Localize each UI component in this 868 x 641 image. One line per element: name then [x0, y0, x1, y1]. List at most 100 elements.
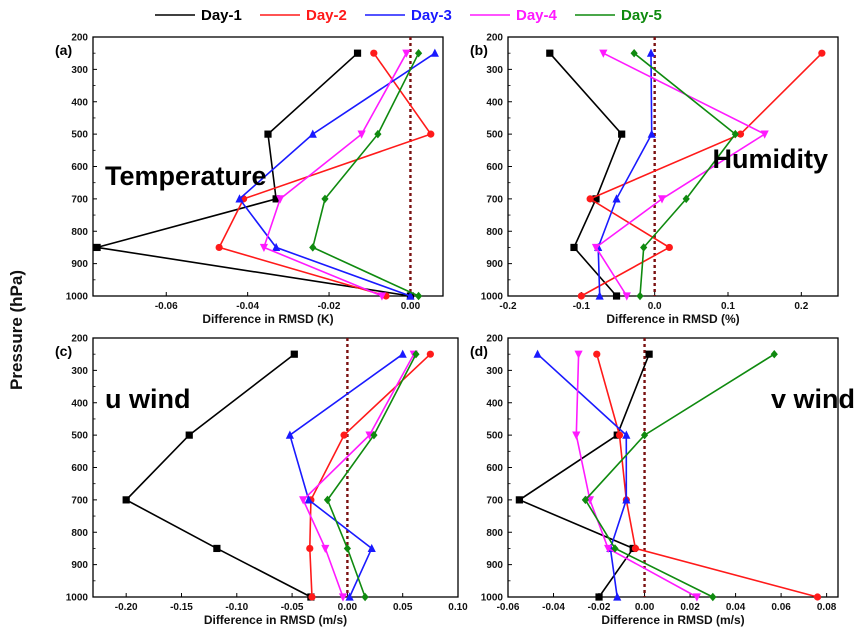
- y-tick-label: 200: [71, 33, 88, 44]
- x-tick-label: 0.00: [338, 602, 358, 613]
- x-tick-label: 0.05: [393, 602, 413, 613]
- y-tick-label: 700: [71, 495, 88, 506]
- x-tick-label: -0.2: [499, 301, 517, 312]
- data-point: [574, 350, 583, 359]
- data-point: [515, 496, 523, 504]
- series-day-4: [591, 49, 769, 301]
- data-point: [426, 350, 434, 358]
- data-point: [338, 593, 348, 602]
- series-line: [549, 52, 623, 297]
- y-tick-label: 200: [71, 334, 88, 345]
- data-point: [304, 495, 313, 504]
- data-point: [367, 543, 376, 553]
- data-point: [361, 592, 369, 602]
- y-tick-label: 600: [486, 463, 503, 474]
- x-tick-label: -0.10: [225, 602, 248, 613]
- panel-annotation: v wind: [771, 384, 855, 414]
- data-point: [377, 292, 387, 301]
- panel-label: (a): [55, 42, 72, 58]
- data-point: [760, 130, 769, 139]
- data-point: [353, 49, 362, 57]
- x-tick-label: 0.00: [635, 602, 655, 613]
- x-tick-label: 0.06: [771, 602, 791, 613]
- y-tick-label: 900: [486, 560, 503, 571]
- data-point: [613, 592, 622, 601]
- series-day-2: [577, 49, 826, 300]
- panel-annotation: Temperature: [105, 161, 267, 191]
- data-point: [647, 129, 656, 138]
- x-tick-label: -0.15: [170, 602, 193, 613]
- data-point: [398, 349, 407, 358]
- y-tick-label: 300: [71, 65, 88, 76]
- data-point: [414, 291, 423, 301]
- data-point: [308, 129, 317, 138]
- data-point: [595, 291, 604, 300]
- panel-a: 200 300 400 500 600 700 800 900 1000 -0.06 -0.04 -0…: [55, 33, 444, 326]
- data-point: [264, 130, 272, 138]
- x-tick-label: -0.20: [115, 602, 138, 613]
- data-point: [272, 195, 280, 203]
- data-point: [665, 243, 673, 252]
- data-point: [414, 48, 423, 58]
- data-point: [299, 496, 308, 505]
- data-point: [308, 593, 316, 601]
- data-point: [290, 350, 298, 358]
- data-point: [577, 292, 585, 300]
- y-tick-label: 1000: [66, 593, 89, 604]
- y-tick-label: 300: [486, 366, 503, 377]
- panel-annotation: u wind: [105, 384, 190, 414]
- data-point: [645, 350, 653, 358]
- y-tick-label: 600: [71, 162, 88, 173]
- y-tick-label: 400: [71, 398, 88, 409]
- series-day-1: [546, 49, 626, 300]
- data-point: [636, 291, 644, 301]
- legend-item-day-2: Day-2: [260, 7, 347, 24]
- data-point: [285, 430, 294, 439]
- legend-item-day-1: Day-1: [155, 7, 242, 24]
- y-tick-label: 500: [486, 130, 503, 141]
- y-tick-label: 1000: [481, 292, 504, 303]
- legend-item-day-5: Day-5: [575, 7, 662, 24]
- series-line: [262, 52, 408, 297]
- y-tick-label: 900: [71, 560, 88, 571]
- legend-label: Day-2: [306, 7, 347, 24]
- data-point: [427, 130, 435, 138]
- data-point: [374, 129, 382, 139]
- data-point: [345, 592, 354, 601]
- data-point: [533, 349, 542, 358]
- y-tick-label: 700: [486, 495, 503, 506]
- y-axis-main-label: Pressure (hPa): [7, 270, 26, 390]
- data-point: [215, 243, 223, 252]
- series-day-4: [572, 350, 701, 602]
- series-day-4: [299, 350, 418, 602]
- series-line: [326, 353, 417, 598]
- x-tick-label: 0.2: [794, 301, 808, 312]
- data-point: [622, 495, 631, 504]
- y-tick-label: 500: [71, 431, 88, 442]
- panel-d: 200 300 400 500 600 700 800 900 1000-0.06 -0.04 -0…: [470, 334, 855, 628]
- data-point: [357, 130, 366, 139]
- y-tick-label: 300: [71, 366, 88, 377]
- data-point: [272, 242, 281, 252]
- data-point: [546, 49, 554, 57]
- legend-label: Day-1: [201, 7, 242, 24]
- data-point: [682, 194, 690, 204]
- legend-label: Day-4: [516, 7, 558, 24]
- data-point: [813, 593, 822, 601]
- y-tick-label: 900: [71, 259, 88, 270]
- x-tick-label: 0.00: [401, 301, 421, 312]
- series-day-2: [215, 49, 435, 300]
- y-tick-label: 400: [71, 97, 88, 108]
- data-point: [93, 243, 101, 252]
- legend-label: Day-3: [411, 7, 452, 24]
- y-tick-label: 500: [71, 130, 88, 141]
- data-point: [412, 349, 420, 359]
- series-line: [311, 52, 420, 297]
- data-point: [402, 49, 411, 58]
- y-tick-label: 300: [486, 65, 503, 76]
- data-point: [370, 430, 378, 440]
- series-day-5: [630, 48, 739, 301]
- y-tick-label: 200: [486, 334, 503, 345]
- data-point: [185, 431, 193, 439]
